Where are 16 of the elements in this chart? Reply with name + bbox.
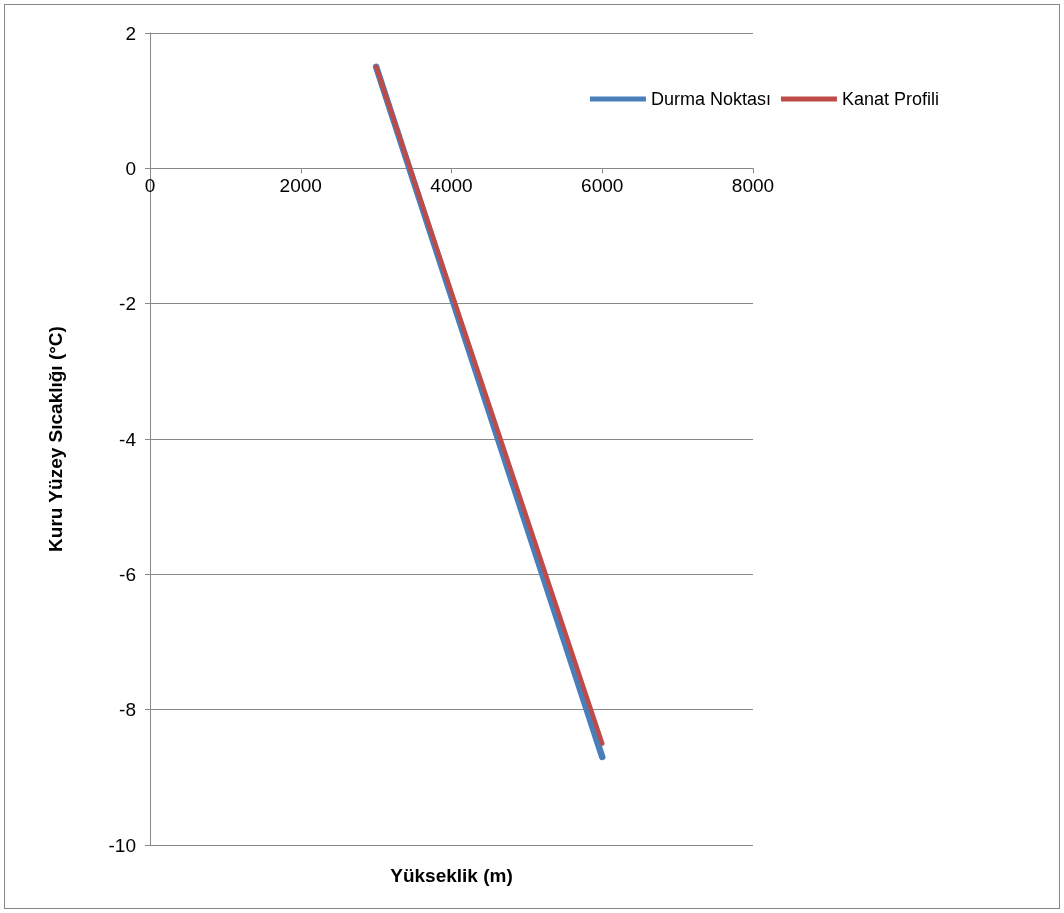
- x-tick-label: 4000: [430, 175, 473, 197]
- x-tick-label: 0: [144, 175, 156, 197]
- y-axis-title: Kuru Yüzey Sıcaklığı (°C): [45, 326, 66, 552]
- y-tick-label: -2: [119, 293, 136, 315]
- legend-label: Kanat Profili: [841, 89, 940, 109]
- y-tick-label: 0: [125, 157, 136, 179]
- y-tick-label: -10: [108, 834, 136, 856]
- y-tick-label: -8: [119, 699, 136, 721]
- x-axis-title: Yükseklik (m): [390, 864, 513, 886]
- x-tick-label: 8000: [731, 175, 775, 197]
- y-tick-label: -4: [119, 428, 137, 450]
- legend-label: Durma Noktası: [650, 89, 771, 109]
- y-tick-label: 2: [125, 22, 136, 44]
- y-tick-label: -6: [119, 563, 136, 585]
- x-tick-label: 2000: [279, 175, 322, 197]
- x-tick-label: 6000: [581, 175, 624, 197]
